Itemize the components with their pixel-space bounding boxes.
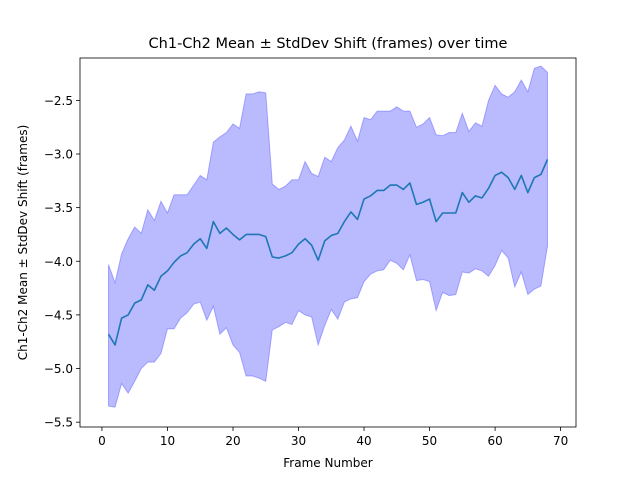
y-tick-label: −4.0 xyxy=(44,255,73,269)
x-tick-label: 60 xyxy=(487,434,502,448)
y-tick-label: −5.5 xyxy=(44,416,73,430)
x-tick-label: 20 xyxy=(225,434,240,448)
x-tick-label: 70 xyxy=(553,434,568,448)
mean-line xyxy=(107,159,549,346)
x-tick-label: 0 xyxy=(98,434,106,448)
y-tick-label: −3.5 xyxy=(44,201,73,215)
y-axis-ticks: −5.5 −5.0 −4.5 −4.0 −3.5 −3.0 −2.5 xyxy=(44,94,80,430)
x-tick-label: 30 xyxy=(291,434,306,448)
x-axis-title: Frame Number xyxy=(283,456,372,470)
y-tick-label: −4.5 xyxy=(44,308,73,322)
x-tick-label: 40 xyxy=(356,434,371,448)
y-tick-label: −3.0 xyxy=(44,148,73,162)
chart-title: Ch1-Ch2 Mean ± StdDev Shift (frames) ove… xyxy=(149,36,508,52)
x-tick-label: 50 xyxy=(422,434,437,448)
y-tick-label: −2.5 xyxy=(44,94,73,108)
y-tick-label: −5.0 xyxy=(44,362,73,376)
plot-area xyxy=(107,65,549,408)
x-axis-ticks: 0 10 20 30 40 50 60 70 xyxy=(98,427,568,448)
y-axis-title: Ch1-Ch2 Mean ± StdDev Shift (frames) xyxy=(16,125,30,361)
x-tick-label: 10 xyxy=(160,434,175,448)
stddev-band xyxy=(108,65,548,408)
axes-frame xyxy=(79,57,577,428)
